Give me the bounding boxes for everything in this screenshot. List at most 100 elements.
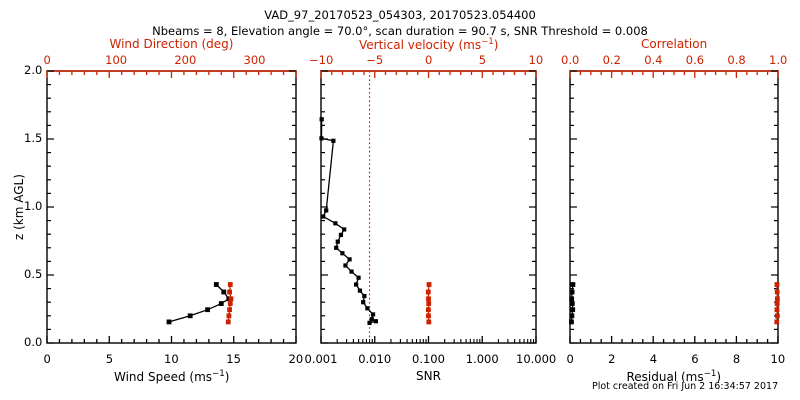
panel2-xtick-label: 10.000 <box>516 352 557 366</box>
panel2-xtick-label: 0.100 <box>412 352 445 366</box>
panel3-top-xtick-label: 0.0 <box>561 53 580 67</box>
snr-series-marker <box>342 227 347 232</box>
panel3-top-xtick-label: 0.8 <box>727 53 746 67</box>
panel3-xtick-label: 2 <box>608 352 616 366</box>
panel3-xtick-label: 10 <box>770 352 786 366</box>
panel3-xtick-label: 6 <box>691 352 699 366</box>
snr-series-marker <box>347 257 352 262</box>
snr-series-marker <box>340 251 345 256</box>
figure-subtitle: Nbeams = 8, Elevation angle = 70.0°, sca… <box>152 24 648 38</box>
panel1-top-xtick-label: 300 <box>243 53 266 67</box>
vertical-velocity-series-marker <box>426 282 432 287</box>
y-tick-label: 1.0 <box>24 199 43 213</box>
wind-direction-series-marker <box>227 301 233 306</box>
panel1-top-xtick-label: 100 <box>105 53 128 67</box>
panel-frame-1 <box>46 70 297 344</box>
correlation-series-marker <box>774 289 780 295</box>
y-tick-label: 0.0 <box>24 335 43 349</box>
snr-series-marker <box>331 138 336 143</box>
wind-speed-series-marker <box>187 313 193 319</box>
wind-speed-series-marker <box>218 301 224 306</box>
snr-series-marker <box>319 136 324 141</box>
wind-direction-series-marker <box>228 296 234 302</box>
wind-direction-series-marker <box>227 282 233 287</box>
panel1-top-xtick-label: 200 <box>174 53 197 67</box>
panel1-bottom-axis-title: Wind Speed (ms−1) <box>114 369 230 384</box>
snr-series-marker <box>373 319 378 324</box>
panel2-bottom-axis-title: SNR <box>416 369 441 383</box>
snr-series-marker <box>361 300 366 305</box>
snr-series-marker <box>338 232 344 237</box>
panel1-xtick-label: 20 <box>288 352 304 366</box>
residual-series-marker <box>570 307 576 313</box>
panel1-xtick-label: 15 <box>226 352 241 366</box>
panel2-top-xtick-label: 10 <box>528 53 544 67</box>
panel1-xtick-label: 10 <box>164 352 179 366</box>
snr-series-marker <box>356 275 361 280</box>
y-tick-label: 1.5 <box>24 131 43 145</box>
wind-speed-series-marker <box>166 319 172 325</box>
snr-series-marker <box>367 320 372 325</box>
snr-series-marker <box>321 214 326 219</box>
snr-series-marker <box>354 282 359 287</box>
residual-series-marker <box>569 313 575 319</box>
panel3-top-axis-title: Correlation <box>641 37 708 51</box>
correlation-series-marker <box>774 313 780 319</box>
wind-direction-series-marker <box>226 313 232 319</box>
correlation-series-marker <box>774 282 780 287</box>
snr-series-marker <box>333 221 338 226</box>
snr-series-marker <box>365 306 370 311</box>
panel2-xtick-label: 0.001 <box>304 352 338 366</box>
residual-series-marker <box>569 296 575 302</box>
snr-series-marker <box>357 288 363 293</box>
vertical-velocity-series-marker <box>426 296 431 302</box>
panel2-top-axis-title: Vertical velocity (ms−1) <box>359 37 499 52</box>
figure-title: VAD_97_20170523_054303, 20170523.054400 <box>264 8 536 22</box>
snr-series-marker <box>319 117 324 122</box>
panel1-xtick-label: 5 <box>105 352 114 366</box>
panel2-top-xtick-label: 5 <box>478 53 487 67</box>
panel3-top-xtick-label: 0.6 <box>685 53 705 67</box>
panel2-top-xtick-label: −5 <box>366 53 384 67</box>
panel3-top-xtick-label: 0.2 <box>602 53 621 67</box>
panel3-xtick-label: 4 <box>649 352 658 366</box>
snr-series-line <box>320 119 378 324</box>
panel3-bottom-axis-title: Residual (ms−1) <box>626 369 722 384</box>
wind-direction-series-marker <box>227 307 232 313</box>
vertical-velocity-series-marker <box>426 313 431 319</box>
vertical-velocity-series-marker <box>426 319 432 325</box>
panel1-xtick-label: 0 <box>43 352 51 366</box>
panel3-xtick-label: 8 <box>732 352 741 366</box>
residual-series-marker <box>569 319 574 325</box>
snr-series-marker <box>335 239 340 244</box>
snr-series-marker <box>370 312 376 317</box>
residual-series-marker <box>570 282 576 287</box>
panel2-top-xtick-label: 0 <box>425 53 433 67</box>
vertical-velocity-series-marker <box>425 289 431 295</box>
panel2-xtick-label: 1.000 <box>465 352 499 366</box>
y-tick-label: 2.0 <box>24 63 43 77</box>
snr-series-marker <box>334 245 339 250</box>
correlation-series-marker <box>774 296 780 302</box>
wind-speed-series-marker <box>221 289 227 295</box>
plot-credit: Plot created on Fri Jun 2 16:34:57 2017 <box>592 381 779 392</box>
snr-series-marker <box>324 208 329 213</box>
vertical-velocity-series-marker <box>426 301 432 306</box>
y-tick-label: 0.5 <box>24 267 43 281</box>
panel2-top-xtick-label: −10 <box>309 53 334 67</box>
correlation-series-marker <box>774 307 780 313</box>
panel-frame-3 <box>569 70 779 344</box>
snr-series-marker <box>343 263 348 268</box>
panel3-xtick-label: 0 <box>566 352 574 366</box>
panel2-xtick-label: 0.010 <box>358 352 392 366</box>
correlation-series-marker <box>774 301 780 306</box>
correlation-series-marker <box>774 319 780 325</box>
panel3-top-xtick-label: 0.4 <box>644 53 663 67</box>
wind-speed-series-marker <box>205 307 211 313</box>
residual-series-marker <box>569 289 575 295</box>
snr-series-marker <box>349 269 354 274</box>
residual-series-marker <box>569 301 575 306</box>
panel1-top-axis-title: Wind Direction (deg) <box>109 37 234 51</box>
